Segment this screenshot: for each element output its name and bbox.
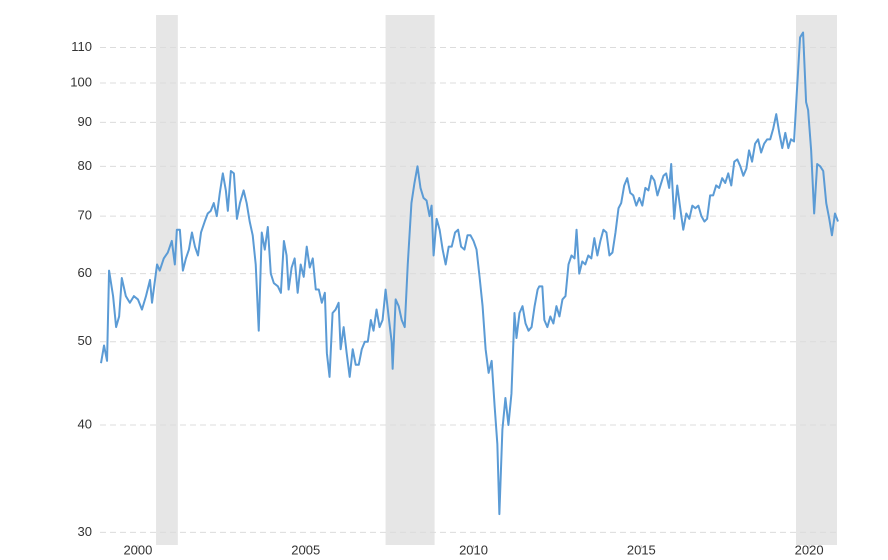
x-tick-label: 2000	[123, 542, 152, 557]
y-tick-label: 70	[78, 208, 92, 223]
y-tick-label: 110	[71, 39, 92, 54]
y-tick-label: 40	[78, 416, 92, 431]
y-tick-label: 80	[78, 158, 92, 173]
y-tick-label: 90	[78, 114, 92, 129]
x-tick-label: 2005	[291, 542, 320, 557]
y-tick-label: 100	[70, 74, 92, 89]
y-tick-label: 60	[78, 265, 92, 280]
recession-band	[156, 15, 178, 545]
x-tick-label: 2010	[459, 542, 488, 557]
y-tick-label: 30	[78, 524, 92, 539]
recession-band	[385, 15, 435, 545]
x-tick-label: 2015	[627, 542, 656, 557]
y-tick-label: 50	[78, 333, 92, 348]
recession-band	[796, 15, 837, 545]
data-line	[100, 31, 839, 516]
x-tick-label: 2020	[795, 542, 824, 557]
